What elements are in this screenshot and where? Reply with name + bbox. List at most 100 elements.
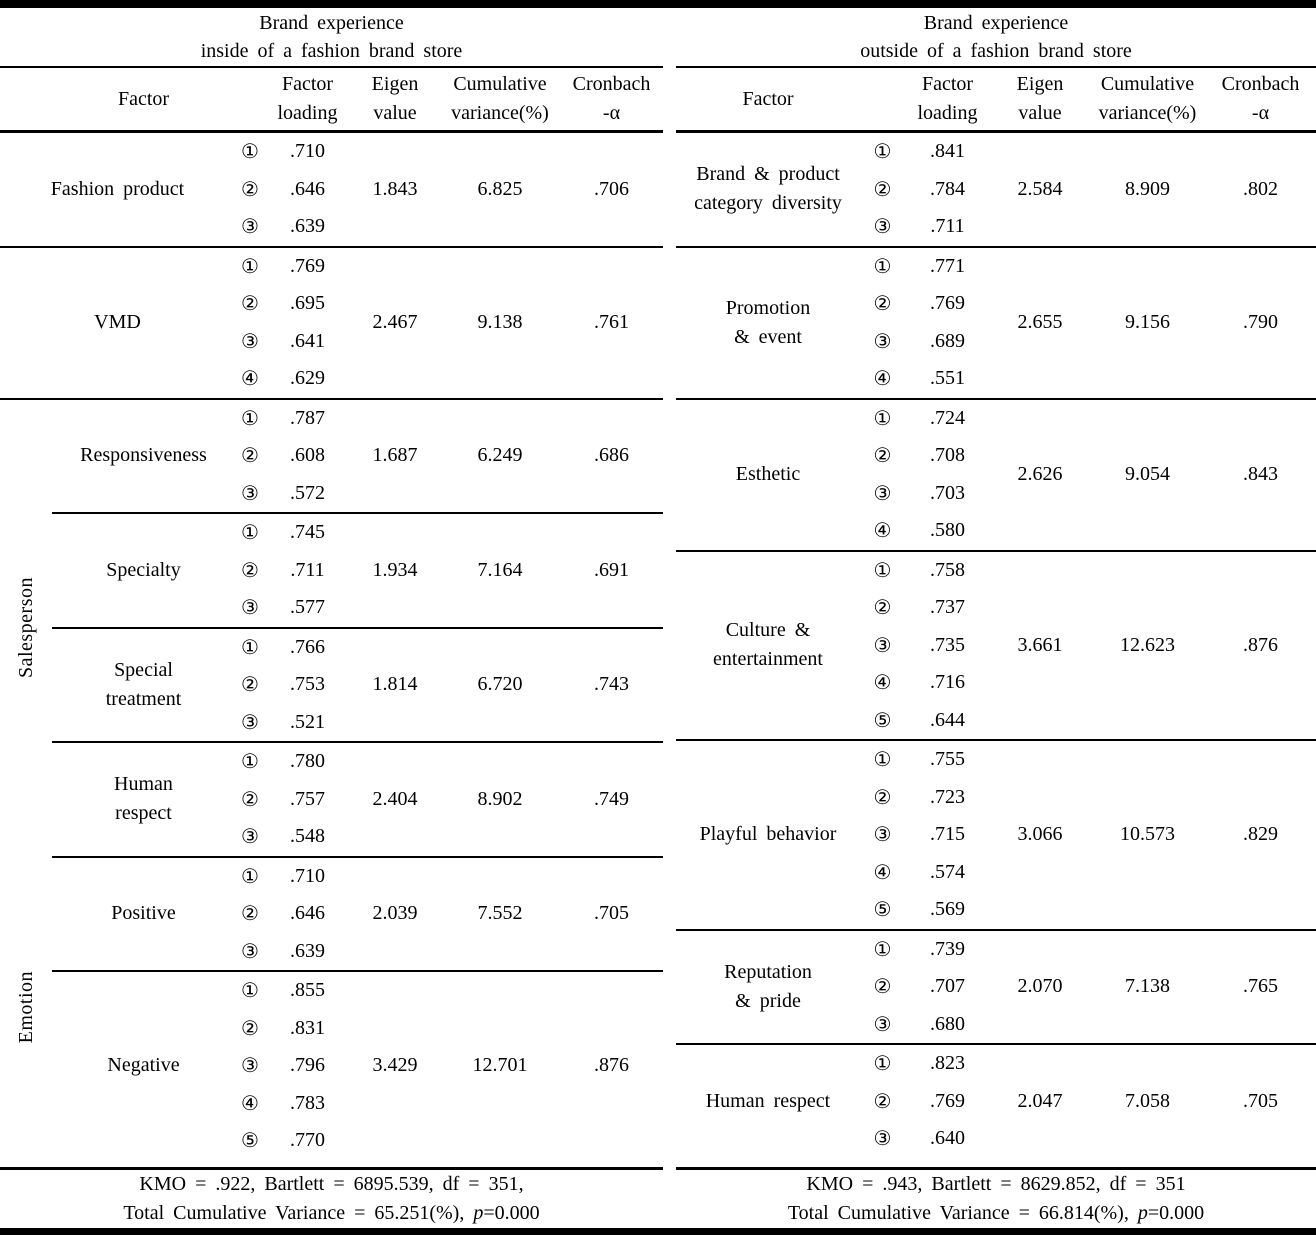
table-title-outside: Brand experience outside of a fashion br… xyxy=(676,8,1316,68)
loading-row: ① .766 xyxy=(235,629,350,667)
title-line-2: outside of a fashion brand store xyxy=(860,40,1132,62)
item-number: ② xyxy=(873,976,892,999)
factor-loading-value: .711 xyxy=(930,215,965,238)
item-number: ① xyxy=(241,141,259,164)
item-number: ③ xyxy=(241,482,259,505)
factor-group: VMD ① .769 ② .695 ③ .641 ④ .629 2.467 9.138 .761 xyxy=(0,245,663,398)
cronbach-alpha: .705 xyxy=(1243,1089,1278,1112)
factor-loading-value: .787 xyxy=(290,406,325,429)
factor-name-cell: Reputation & pride xyxy=(676,931,860,1044)
factor-loading-value: .841 xyxy=(930,140,965,163)
item-number: ① xyxy=(873,141,892,164)
cumulative-variance: 7.164 xyxy=(477,558,523,581)
loading-items: ① .745 ② .711 ③ .577 xyxy=(235,514,350,627)
loading-row: ③ .548 xyxy=(235,818,350,856)
cumulative-variance: 9.138 xyxy=(477,311,523,333)
cumulative-variance: 7.058 xyxy=(1125,1089,1170,1112)
loading-row: ② .723 xyxy=(860,779,990,817)
loading-items: ① .787 ② .608 ③ .572 xyxy=(235,400,350,513)
loading-row: ③ .711 xyxy=(860,208,990,246)
factor-loading-value: .755 xyxy=(930,748,965,771)
loading-row: ③ .735 xyxy=(860,627,990,665)
loading-row: ② .757 xyxy=(235,781,350,819)
factor-section: Responsiveness ① .787 ② .608 ③ .572 1.687 6.249.… xyxy=(52,400,663,513)
factor-section: Playful behavior ① .755 ② .723 ③ .715 ④ .574 ⑤ .56… xyxy=(676,741,1316,929)
factor-name: Human respect xyxy=(705,1089,831,1112)
title-line-1: Brand experience xyxy=(259,12,404,34)
item-number: ⑤ xyxy=(873,899,892,922)
factor-loading-value: .707 xyxy=(930,975,965,998)
loading-row: ② .711 xyxy=(235,552,350,590)
factor-name-cell: Esthetic xyxy=(676,400,860,550)
factor-loading-value: .724 xyxy=(930,406,965,429)
header-factor-loading: Factor loading xyxy=(917,73,978,124)
factor-name-cell: Responsiveness xyxy=(52,400,235,513)
kmo-bartlett-line: KMO = .922, Bartlett = 6895.539, df = 35… xyxy=(139,1173,524,1195)
loading-row: ⑤ .770 xyxy=(235,1122,350,1160)
eigen-value: 1.814 xyxy=(372,673,418,696)
factor-loading-value: .855 xyxy=(290,979,325,1002)
factor-loading-value: .771 xyxy=(930,254,965,277)
item-number: ② xyxy=(873,445,892,468)
item-number: ② xyxy=(241,445,259,468)
factor-loading-value: .551 xyxy=(930,367,965,390)
item-number: ② xyxy=(873,178,892,201)
loading-row: ② .695 xyxy=(235,285,350,323)
loading-row: ② .708 xyxy=(860,437,990,475)
group-label-cell: Emotion xyxy=(0,856,52,1160)
factor-section: Promotion & event ① .771 ② .769 ③ .689 ④ .551 2.65… xyxy=(676,248,1316,398)
factor-name-cell: Fashion product xyxy=(0,133,235,246)
loading-row: ① .787 xyxy=(235,400,350,438)
eigen-value: 3.429 xyxy=(372,1054,418,1077)
eigen-value: 1.934 xyxy=(372,558,418,581)
loading-row: ④ .783 xyxy=(235,1085,350,1123)
factor-name-cell: Playful behavior xyxy=(676,741,860,929)
loading-items: ① .769 ② .695 ③ .641 ④ .629 xyxy=(235,248,350,398)
factor-loading-value: .646 xyxy=(290,902,325,925)
factor-loading-value: .711 xyxy=(290,558,325,581)
item-number-column-spacer xyxy=(235,68,265,130)
group-label: Emotion xyxy=(14,971,37,1044)
factor-name: Playful behavior xyxy=(699,823,837,846)
factor-name: respect xyxy=(115,802,172,825)
header-cronbach-alpha: Cronbach -α xyxy=(572,73,651,124)
header-factor: Factor xyxy=(117,87,170,110)
loading-row: ① .739 xyxy=(860,931,990,969)
loading-items: ① .758 ② .737 ③ .735 ④ .716 ⑤ .644 xyxy=(860,552,990,740)
item-number: ① xyxy=(873,938,892,961)
factor-section: Positive ① .710 ② .646 ③ .639 2.039 7.552 .705 xyxy=(52,858,663,971)
factor-name: Negative xyxy=(107,1054,180,1077)
loading-items: ① .823 ② .769 ③ .640 xyxy=(860,1045,990,1158)
loading-row: ③ .641 xyxy=(235,323,350,361)
factor-loading-value: .769 xyxy=(930,1089,965,1112)
factor-name-cell: Special treatment xyxy=(52,629,235,742)
header-eigen-value: Eigen value xyxy=(1016,73,1064,124)
loading-row: ① .841 xyxy=(860,133,990,171)
item-number: ④ xyxy=(873,368,892,391)
factor-loading-value: .735 xyxy=(930,633,965,656)
eigen-value: 1.687 xyxy=(372,444,418,467)
factor-loading-value: .783 xyxy=(290,1091,325,1114)
item-number: ③ xyxy=(241,597,259,620)
item-number: ③ xyxy=(873,634,892,657)
factor-loading-value: .758 xyxy=(930,558,965,581)
group-label: Salesperson xyxy=(14,576,37,679)
loading-row: ① .724 xyxy=(860,400,990,438)
total-variance-line: Total Cumulative Variance = 65.251(%), p… xyxy=(123,1202,540,1224)
header-factor: Factor xyxy=(742,87,794,110)
factor-name: treatment xyxy=(105,687,182,710)
factor-loading-value: .716 xyxy=(930,671,965,694)
factor-section: Human respect ① .780 ② .757 ③ .548 2.404 8.902 .74… xyxy=(52,741,663,856)
loading-row: ② .646 xyxy=(235,895,350,933)
factor-name: entertainment xyxy=(713,648,823,671)
table-brand-experience-inside: Brand experience inside of a fashion bra… xyxy=(0,8,663,1228)
factor-loading-value: .703 xyxy=(930,481,965,504)
loading-row: ③ .703 xyxy=(860,475,990,513)
loading-row: ② .608 xyxy=(235,437,350,475)
header-factor-loading: Factor loading xyxy=(277,73,338,124)
loading-row: ① .755 xyxy=(860,741,990,779)
item-number: ② xyxy=(873,597,892,620)
item-number: ② xyxy=(241,903,259,926)
item-number: ① xyxy=(241,522,259,545)
factor-name: Reputation xyxy=(724,960,812,983)
